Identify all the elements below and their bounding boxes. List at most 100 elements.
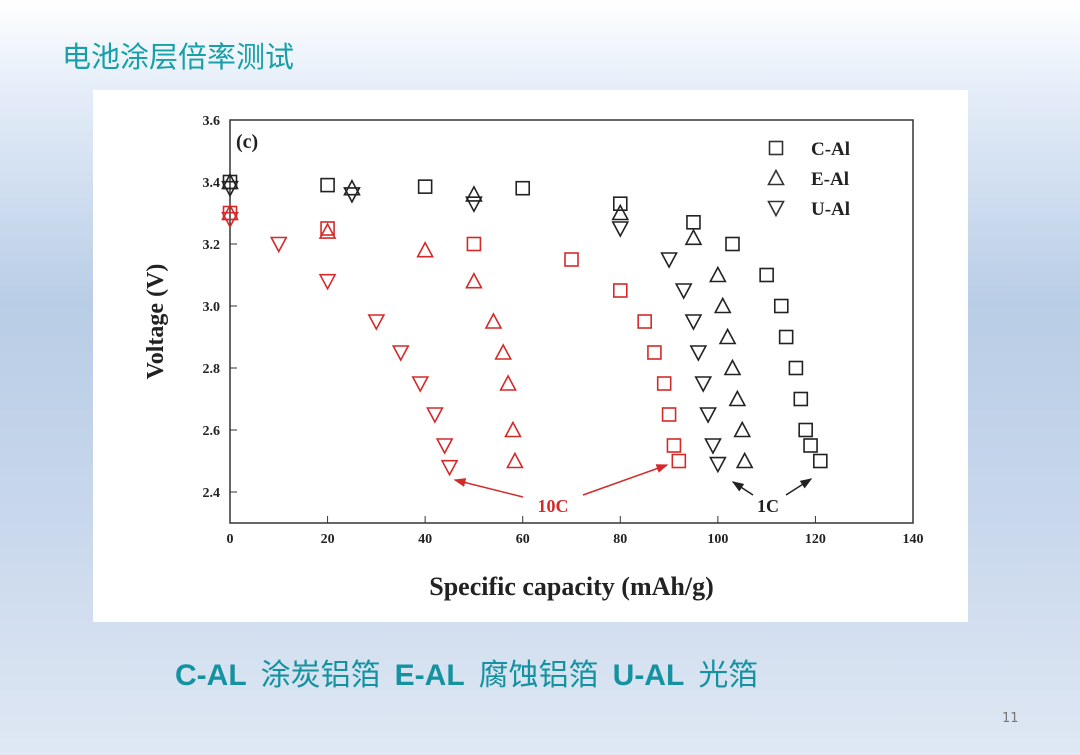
marker: [320, 177, 335, 193]
marker: [221, 211, 239, 229]
marker: [426, 407, 444, 424]
marker: [465, 185, 483, 202]
chart: 2.4 2.6 2.8 3.0 3.2 3.4 3.6 0 20 40 60 80 100 120 140 S…: [93, 90, 968, 622]
marker: [612, 283, 628, 298]
marker: [709, 456, 727, 474]
annotation-arrow: [582, 464, 669, 496]
marker: [778, 329, 794, 345]
x-tick-label: 0: [227, 532, 234, 547]
x-tick-label: 100: [707, 532, 728, 547]
caption-part: E-AL: [394, 659, 465, 692]
marker: [343, 187, 361, 204]
marker: [440, 459, 459, 477]
marker: [709, 265, 727, 283]
marker: [684, 314, 703, 331]
marker: [318, 273, 337, 291]
marker: [686, 215, 701, 230]
caption-part: 涂炭铝箔: [260, 658, 381, 693]
slide-title: 电池涂层倍率测试: [62, 40, 295, 74]
x-tick-label: 140: [903, 532, 924, 547]
marker: [694, 376, 713, 393]
marker: [723, 358, 742, 376]
marker: [674, 283, 693, 300]
marker: [611, 221, 630, 238]
annotation: 10C: [538, 496, 569, 516]
caption-part: 光箔: [698, 658, 759, 693]
x-tick-label: 60: [516, 532, 530, 547]
marker: [506, 451, 524, 469]
marker: [733, 420, 752, 438]
marker: [612, 196, 628, 211]
marker: [699, 407, 717, 424]
marker: [637, 314, 652, 329]
marker: [773, 298, 789, 314]
legend-label: E-Al: [811, 169, 849, 190]
marker: [465, 196, 483, 213]
marker: [318, 222, 337, 239]
annotation-arrow: [785, 478, 813, 496]
marker: [494, 343, 513, 360]
marker: [725, 236, 740, 252]
marker: [611, 203, 630, 221]
x-tick-label: 20: [321, 532, 335, 547]
marker: [504, 420, 522, 438]
y-tick-label: 3.2: [203, 238, 221, 253]
page-number: 11: [1002, 711, 1019, 726]
y-tick-label: 3.4: [203, 176, 221, 191]
panel-label: (c): [236, 131, 258, 153]
y-tick-label: 3.6: [203, 114, 221, 129]
marker: [813, 453, 828, 469]
y-tick-label: 2.4: [203, 486, 221, 501]
marker: [735, 451, 754, 469]
marker: [269, 236, 288, 254]
y-tick-label: 2.8: [203, 362, 221, 377]
marker: [391, 345, 410, 362]
caption-part: 腐蚀铝箔: [478, 658, 599, 693]
annotation-arrow: [453, 478, 524, 498]
marker: [718, 327, 737, 345]
y-tick-label: 3.0: [203, 300, 221, 315]
x-tick-label: 40: [418, 532, 432, 547]
annotation-arrow: [731, 481, 754, 496]
marker: [798, 422, 813, 438]
marker: [367, 314, 386, 331]
marker: [759, 267, 774, 283]
marker: [515, 180, 531, 196]
marker: [788, 360, 804, 376]
legend-marker: [768, 140, 784, 156]
legend-label: U-Al: [811, 199, 850, 220]
legend-marker: [767, 168, 785, 186]
marker: [499, 374, 517, 391]
marker: [320, 221, 335, 236]
marker: [656, 376, 672, 391]
legend-marker: [767, 200, 785, 218]
x-tick-label: 80: [613, 532, 627, 547]
marker: [466, 236, 482, 252]
marker: [793, 391, 809, 407]
x-tick-label: 120: [805, 532, 826, 547]
x-axis-title: Specific capacity (mAh/g): [429, 572, 714, 601]
marker: [417, 179, 433, 194]
y-axis-title: Voltage (V): [143, 264, 169, 380]
marker: [684, 228, 703, 246]
marker: [564, 252, 579, 267]
caption-part: U-AL: [612, 659, 685, 692]
marker: [221, 180, 239, 198]
annotation: 1C: [757, 496, 779, 516]
plot-frame: [229, 119, 914, 524]
marker: [416, 241, 434, 258]
marker: [647, 345, 662, 360]
marker: [660, 252, 678, 269]
caption-part: C-AL: [175, 659, 247, 692]
marker: [689, 345, 708, 362]
marker: [435, 438, 454, 455]
marker: [803, 438, 818, 453]
marker: [666, 438, 682, 453]
marker: [484, 312, 503, 329]
y-tick-label: 2.6: [203, 424, 221, 439]
legend-label: C-Al: [811, 139, 850, 160]
marker: [661, 407, 677, 422]
marker: [704, 438, 722, 455]
